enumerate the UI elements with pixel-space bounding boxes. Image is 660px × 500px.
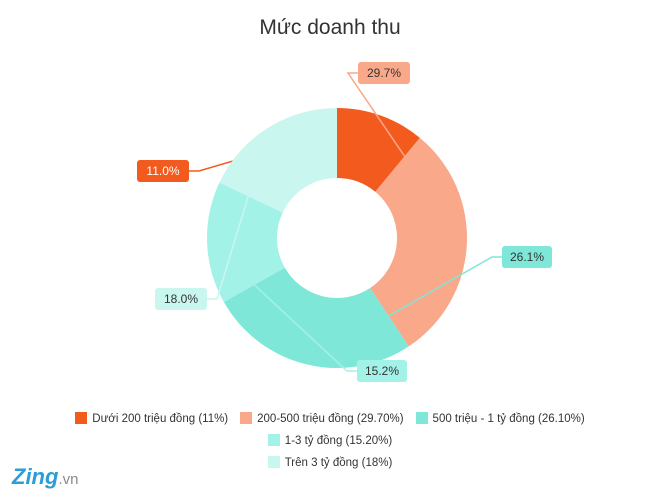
legend-item-5[interactable]: Trên 3 tỷ đồng (18%) [267,452,393,474]
donut-slice-4 [207,182,285,303]
legend-label: 200-500 triệu đồng (29.70%) [257,413,404,425]
legend-label: Dưới 200 triệu đồng (11%) [92,413,229,425]
zing-logo: Zing.vn [12,464,78,490]
leader-line-4 [208,242,357,372]
legend-swatch [75,412,88,424]
data-label-2: 29.7% [367,66,401,80]
legend-item-1[interactable]: Dưới 200 triệu đồng (11%) [75,408,228,430]
legend-item-4[interactable]: 1-3 tỷ đồng (15.20%) [267,430,393,452]
donut-slice-5 [219,108,337,213]
logo-suffix: .vn [58,471,79,488]
leader-line-2 [346,72,466,246]
donut-slice-2 [370,137,467,347]
legend-swatch [267,456,280,468]
data-label-box-3 [502,246,552,268]
legend-swatch [267,434,280,446]
data-label-1: 11.0% [146,164,179,178]
donut-slice-3 [223,267,409,368]
legend-label: 500 triệu - 1 tỷ đồng (26.10%) [432,413,585,425]
logo-brand: Zing [12,464,59,489]
data-label-3: 26.1% [510,250,544,264]
legend-item-2[interactable]: 200-500 triệu đồng (29.70%) [240,408,404,430]
legend-swatch [240,412,253,424]
data-label-5: 18.0% [164,292,198,306]
leader-line-5 [207,129,270,300]
chart-title: Mức doanh thu [259,16,401,39]
data-label-box-5 [155,288,207,310]
legend-swatch [415,412,428,424]
chart-legend: Dưới 200 triệu đồng (11%) 200-500 triệu đ… [20,408,640,474]
legend-label: 1-3 tỷ đồng (15.20%) [284,435,393,447]
data-label-box-2 [358,62,410,84]
data-label-box-4 [357,360,407,382]
legend-item-3[interactable]: 500 triệu - 1 tỷ đồng (26.10%) [415,408,585,430]
donut-slice-1 [337,108,420,192]
data-label-box-1 [137,160,189,182]
leader-line-3 [306,256,502,364]
legend-label: Trên 3 tỷ đồng (18%) [284,457,393,469]
data-label-4: 15.2% [365,364,399,378]
